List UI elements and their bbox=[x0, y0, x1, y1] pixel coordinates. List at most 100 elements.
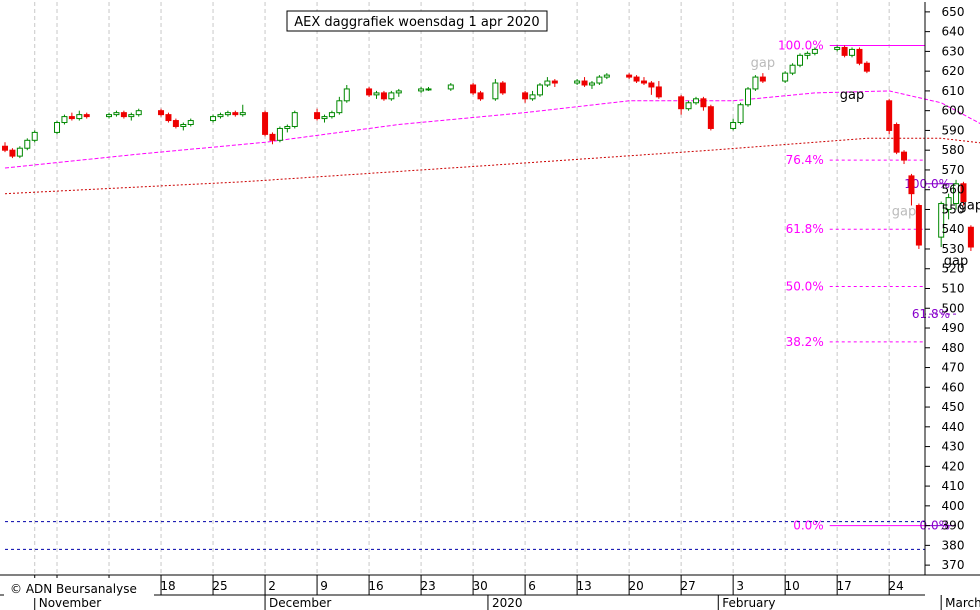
candle-body bbox=[16, 147, 23, 157]
x-tick-label: 25 bbox=[212, 579, 227, 593]
x-tick-label: 20 bbox=[628, 579, 643, 593]
candle-body bbox=[522, 92, 529, 100]
candle bbox=[336, 96, 343, 115]
candle bbox=[841, 45, 848, 58]
candle-body bbox=[395, 90, 402, 94]
candle-body bbox=[106, 114, 113, 118]
candle-body bbox=[811, 48, 818, 54]
y-tick-label: 600 bbox=[942, 104, 965, 118]
y-tick-label: 590 bbox=[942, 123, 965, 137]
candle bbox=[633, 75, 640, 84]
candle bbox=[76, 110, 83, 121]
candle-body bbox=[113, 112, 120, 116]
candle-body bbox=[68, 116, 75, 120]
candle bbox=[782, 71, 789, 84]
candle bbox=[276, 126, 283, 143]
y-tick-label: 610 bbox=[942, 84, 965, 98]
candle bbox=[477, 90, 484, 101]
candle-body bbox=[210, 116, 217, 122]
level-label: 0.0% bbox=[920, 519, 951, 533]
candle bbox=[945, 193, 952, 220]
candle-body bbox=[321, 116, 328, 120]
candle-body bbox=[797, 54, 804, 66]
candle bbox=[113, 110, 120, 117]
candle-body bbox=[804, 52, 811, 56]
x-tick-label: 16 bbox=[368, 579, 383, 593]
candle-body bbox=[938, 203, 945, 238]
candle bbox=[752, 75, 759, 91]
candle-body bbox=[626, 74, 633, 78]
candle-body bbox=[551, 80, 558, 84]
x-tick-label: 6 bbox=[528, 579, 536, 593]
candle bbox=[685, 100, 692, 111]
y-tick-label: 500 bbox=[942, 301, 965, 315]
month-label: November bbox=[39, 596, 101, 610]
candle bbox=[217, 112, 224, 119]
candle bbox=[284, 124, 291, 133]
candle bbox=[692, 96, 699, 105]
candle-body bbox=[574, 80, 581, 84]
x-tick-label: 24 bbox=[889, 579, 904, 593]
candle-body bbox=[886, 100, 893, 131]
x-tick-label: 3 bbox=[736, 579, 744, 593]
x-tick-label: 18 bbox=[160, 579, 175, 593]
candle-body bbox=[700, 98, 707, 108]
candle-body bbox=[224, 112, 231, 116]
y-tick-label: 420 bbox=[942, 459, 965, 473]
x-tick-label: 2 bbox=[268, 579, 276, 593]
month-label: March bbox=[945, 596, 980, 610]
candle-body bbox=[9, 149, 16, 157]
candle bbox=[61, 114, 68, 125]
gap-label: gap bbox=[959, 198, 980, 213]
candle-body bbox=[692, 98, 699, 104]
candle bbox=[106, 112, 113, 119]
y-tick-label: 640 bbox=[942, 25, 965, 39]
candle-body bbox=[953, 183, 960, 205]
candle-body bbox=[31, 131, 38, 141]
level-label: 38.2% bbox=[786, 335, 824, 349]
candle-body bbox=[239, 112, 246, 116]
month-label: December bbox=[269, 596, 331, 610]
title-box: AEX daggrafiek woensdag 1 apr 2020 bbox=[286, 10, 548, 32]
candle-body bbox=[217, 114, 224, 118]
candle-body bbox=[83, 114, 90, 118]
candle bbox=[492, 79, 499, 101]
candle-body bbox=[380, 92, 387, 100]
y-tick-label: 570 bbox=[942, 163, 965, 177]
candle-body bbox=[447, 84, 454, 90]
candle-body bbox=[945, 197, 952, 210]
copyright-box: © ADN Beursanalyse bbox=[4, 578, 154, 598]
candle-body bbox=[529, 94, 536, 100]
candle-body bbox=[61, 116, 68, 124]
candle bbox=[759, 73, 766, 84]
candle bbox=[470, 83, 477, 95]
candle bbox=[901, 150, 908, 165]
candle-body bbox=[633, 76, 640, 82]
candle bbox=[31, 130, 38, 143]
y-tick-label: 480 bbox=[942, 341, 965, 355]
fib-levels: 100.0%76.4%61.8%50.0%38.2%0.0%100.0%61.8… bbox=[5, 38, 957, 550]
candle bbox=[707, 104, 714, 131]
candle-body bbox=[841, 46, 848, 56]
candle-body bbox=[737, 104, 744, 124]
candle-body bbox=[388, 92, 395, 100]
candle-body bbox=[915, 205, 922, 246]
candle bbox=[380, 90, 387, 101]
candle-body bbox=[54, 122, 61, 133]
candle bbox=[83, 112, 90, 119]
month-label: 2020 bbox=[492, 596, 523, 610]
candle bbox=[165, 112, 172, 123]
level-label: 0.0% bbox=[793, 519, 824, 533]
month-label: February bbox=[722, 596, 775, 610]
candle-body bbox=[284, 125, 291, 129]
y-tick-label: 630 bbox=[942, 44, 965, 58]
candle bbox=[120, 110, 127, 119]
candle-body bbox=[366, 88, 373, 96]
candle-body bbox=[276, 127, 283, 141]
candle bbox=[596, 75, 603, 85]
candle-body bbox=[172, 120, 179, 127]
x-tick-label: 13 bbox=[576, 579, 591, 593]
x-tick-label: 9 bbox=[320, 579, 328, 593]
level-label: 61.8% bbox=[786, 222, 824, 236]
